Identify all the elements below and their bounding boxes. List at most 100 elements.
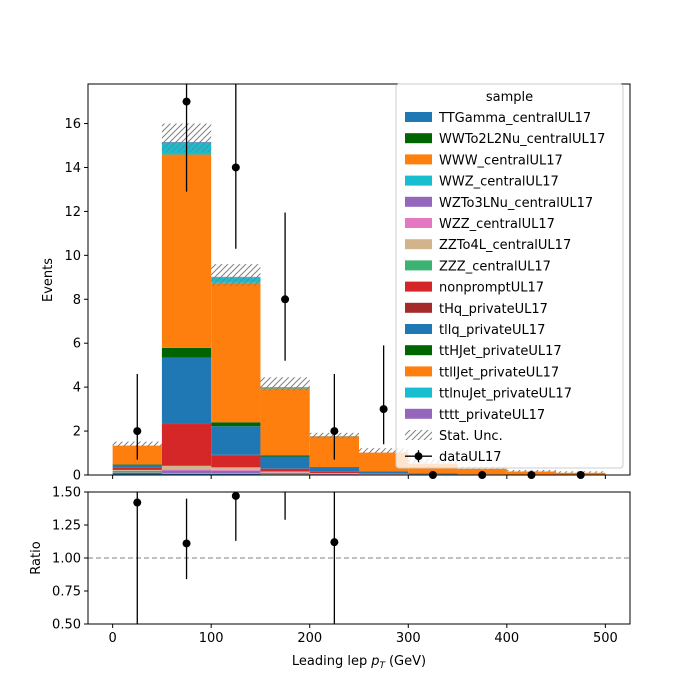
- legend-swatch-ZZTo4L_centralUL17: [405, 239, 432, 250]
- legend-swatch-tllq_privateUL17: [405, 324, 432, 334]
- ratio-x-tick-label: 0: [108, 631, 116, 646]
- series-tHq_privateUL17: [112, 423, 359, 472]
- bar-WZTo3LNu_centralUL17-bin-2: [211, 470, 261, 474]
- bar-ZZTo4L_centralUL17-bin-1: [161, 465, 212, 470]
- main-y-tick-label: 0: [73, 469, 81, 484]
- data-point-3: [281, 295, 290, 304]
- legend-title: sample: [486, 90, 533, 105]
- main-y-tick-label: 12: [64, 205, 81, 220]
- stat-unc-bin-5: [359, 448, 409, 454]
- legend-label-WWZ_centralUL17: WWZ_centralUL17: [439, 175, 559, 190]
- main-y-tick-label: 6: [73, 337, 81, 352]
- main-y-tick-label: 16: [64, 117, 81, 132]
- legend: sample TTGamma_centralUL17 WWTo2L2Nu_centr…: [395, 83, 624, 469]
- stat-unc-bin-8: [506, 469, 557, 472]
- legend-label-tHq_privateUL17: tHq_privateUL17: [439, 302, 548, 317]
- bar-ttHJet_privateUL17-bin-3: [260, 455, 310, 457]
- bar-TTGamma_centralUL17-bin-2: [211, 473, 261, 475]
- bar-nonpromptUL17-bin-0: [112, 467, 162, 470]
- series-WWZ_centralUL17: [112, 472, 310, 475]
- bar-tllq_privateUL17-bin-2: [211, 426, 261, 455]
- bar-nonpromptUL17-bin-2: [211, 455, 261, 468]
- stat-unc-bin-3: [260, 377, 310, 391]
- ratio-points: [133, 492, 339, 624]
- main-y-tick-label: 2: [73, 425, 81, 440]
- bar-tllq_privateUL17-bin-0: [112, 464, 162, 468]
- ratio-y-axis-label: Ratio: [29, 541, 44, 574]
- series-nonpromptUL17: [112, 424, 458, 475]
- legend-swatch-TTGamma_centralUL17: [405, 112, 432, 122]
- bar-tllq_privateUL17-bin-5: [359, 471, 409, 474]
- ratio-plot-panel: 0.50 0.75 1.00 1.25 1.50 0 100 200 300 400 500 Rat…: [29, 486, 631, 671]
- legend-label-WZTo3LNu_centralUL17: WZTo3LNu_centralUL17: [439, 196, 593, 211]
- bar-nonpromptUL17-bin-4: [309, 471, 359, 474]
- main-y-tick-label: 8: [73, 293, 81, 308]
- legend-swatch-ttHJet_privateUL17: [405, 345, 432, 356]
- data-point-4: [330, 427, 339, 436]
- bar-TTGamma_centralUL17-bin-1: [161, 473, 212, 475]
- legend-swatch-tHq_privateUL17: [405, 302, 432, 313]
- ratio-point-4: [330, 538, 339, 547]
- main-y-tick-label: 14: [64, 161, 81, 176]
- data-point-5: [379, 405, 388, 414]
- legend-data-marker: [414, 452, 423, 461]
- ratio-point-1: [182, 539, 191, 548]
- legend-label-nonpromptUL17: nonpromptUL17: [439, 281, 544, 296]
- ratio-point-2: [231, 492, 240, 500]
- legend-swatch-ttllJet_privateUL17: [405, 366, 432, 377]
- legend-label-tttt_privateUL17: tttt_privateUL17: [439, 408, 545, 423]
- bar-nonpromptUL17-bin-1: [161, 424, 212, 466]
- series-ttHJet_privateUL17: [112, 347, 409, 472]
- bar-WZTo3LNu_centralUL17-bin-0: [112, 471, 162, 473]
- bar-ttHJet_privateUL17-bin-1: [161, 347, 212, 358]
- legend-swatch-ZZZ_centralUL17: [405, 260, 432, 271]
- ratio-y-tick-label: 1.00: [52, 552, 81, 567]
- legend-label-data: dataUL17: [439, 450, 502, 465]
- bar-ttHJet_privateUL17-bin-2: [211, 422, 261, 427]
- legend-label-stat-unc: Stat. Unc.: [439, 429, 503, 444]
- bar-ttllJet_privateUL17-bin-6: [408, 463, 458, 474]
- legend-label-WZZ_centralUL17: WZZ_centralUL17: [439, 217, 555, 232]
- legend-swatch-nonpromptUL17: [405, 281, 432, 292]
- bar-WZZ_centralUL17-bin-1: [161, 469, 212, 471]
- legend-label-TTGamma_centralUL17: TTGamma_centralUL17: [438, 111, 591, 126]
- legend-swatch-WZTo3LNu_centralUL17: [405, 196, 432, 207]
- legend-label-ZZZ_centralUL17: ZZZ_centralUL17: [439, 259, 551, 274]
- legend-box: [395, 83, 624, 469]
- main-plot-panel: 0 2 4 6 8 10 12 14 16 Events sample TTGamma_centr…: [41, 83, 631, 484]
- legend-label-ZZTo4L_centralUL17: ZZTo4L_centralUL17: [439, 238, 571, 253]
- legend-label-ttllJet_privateUL17: ttllJet_privateUL17: [439, 365, 559, 380]
- ratio-x-tick-label: 500: [593, 631, 618, 646]
- ratio-x-tick-label: 300: [396, 631, 421, 646]
- x-axis-label: Leading lep pT (GeV): [292, 654, 426, 671]
- legend-swatch-WWZ_centralUL17: [405, 175, 432, 186]
- bar-tllq_privateUL17-bin-4: [309, 467, 359, 472]
- legend-label-ttHJet_privateUL17: ttHJet_privateUL17: [439, 344, 562, 359]
- main-axes: 0 2 4 6 8 10 12 14 16: [64, 117, 606, 484]
- legend-swatch-WWTo2L2Nu_centralUL17: [405, 133, 432, 144]
- ratio-y-tick-label: 1.25: [52, 519, 81, 534]
- bar-ttllJet_privateUL17-bin-3: [260, 388, 310, 456]
- bar-ttllJet_privateUL17-bin-2: [211, 282, 261, 423]
- bar-ZZTo4L_centralUL17-bin-2: [211, 467, 261, 470]
- legend-label-WWW_centralUL17: WWW_centralUL17: [439, 153, 563, 168]
- ratio-x-tick-label: 400: [494, 631, 519, 646]
- stacked-histogram: [112, 141, 606, 475]
- series-tllq_privateUL17: [112, 357, 557, 475]
- series-ZZZ_centralUL17: [112, 465, 261, 471]
- series-WWTo2L2Nu_centralUL17: [112, 472, 310, 475]
- stat-unc-bin-2: [211, 264, 261, 287]
- bar-TTGamma_centralUL17-bin-0: [112, 472, 162, 475]
- ratio-point-0: [133, 498, 142, 507]
- ratio-x-tick-label: 200: [297, 631, 322, 646]
- bar-ZZTo4L_centralUL17-bin-3: [260, 471, 310, 473]
- ratio-x-tick-label: 100: [199, 631, 224, 646]
- ratio-axes: 0.50 0.75 1.00 1.25 1.50 0 100 200 300 400 500: [52, 486, 618, 647]
- legend-label-WWTo2L2Nu_centralUL17: WWTo2L2Nu_centralUL17: [439, 132, 605, 147]
- bar-WZZ_centralUL17-bin-2: [211, 469, 261, 471]
- ratio-y-tick-label: 1.50: [52, 486, 81, 501]
- bar-WZTo3LNu_centralUL17-bin-3: [260, 472, 310, 474]
- data-point-1: [182, 97, 191, 106]
- series-WZZ_centralUL17: [112, 469, 409, 475]
- legend-swatch-stat-unc: [405, 430, 432, 440]
